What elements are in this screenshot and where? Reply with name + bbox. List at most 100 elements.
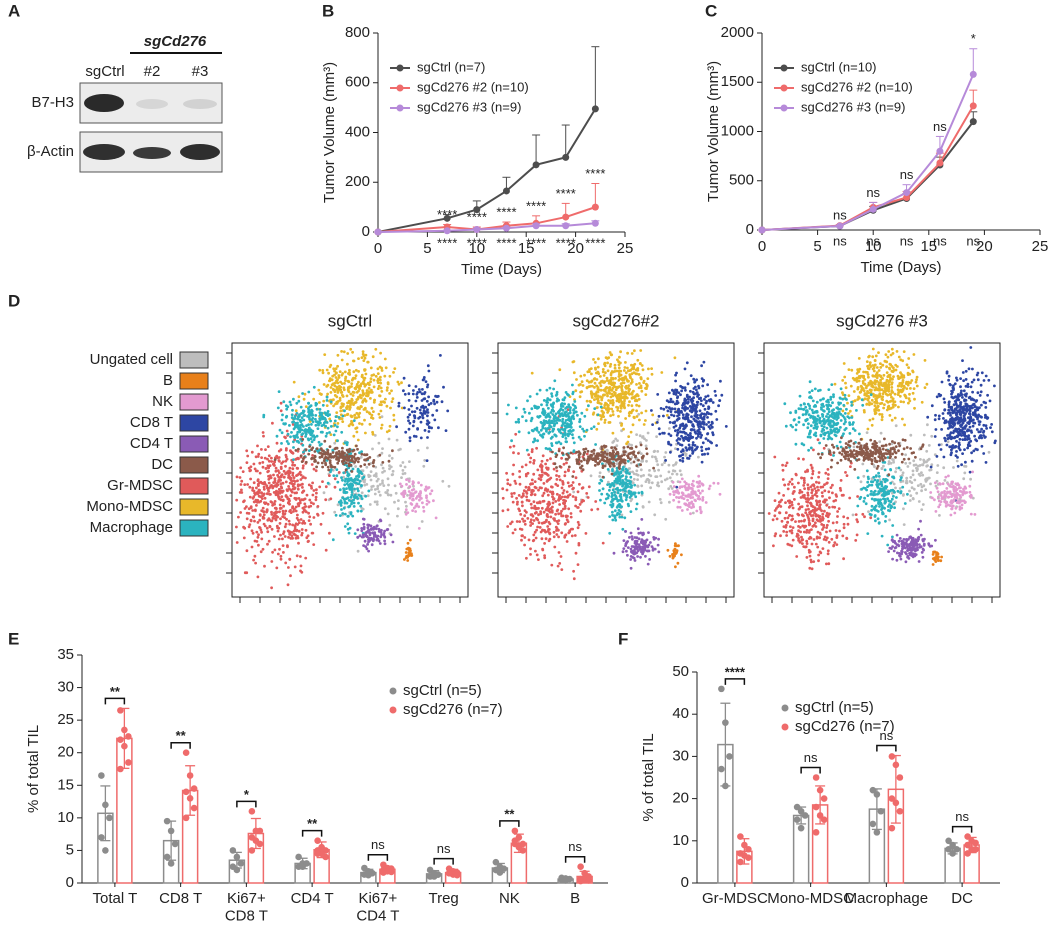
tsne-dot [297,395,301,399]
significance-bracket [724,678,746,685]
y-tick-label: 15 [57,776,74,793]
tsne-dot [629,475,633,479]
tsne-dot [381,466,385,470]
tsne-dot [711,421,714,425]
tsne-dot [341,393,344,397]
tsne-dot [523,536,527,539]
tsne-dot [539,510,542,514]
tsne-dot [350,385,353,388]
tsne-dot [267,469,270,473]
tsne-dot [386,512,390,516]
tsne-dot [680,389,683,393]
tsne-dot [708,484,712,488]
tsne-dot [527,487,531,491]
tsne-dot [696,416,700,420]
data-point [102,801,109,809]
tsne-dot [279,409,283,413]
tsne-dot [610,407,614,411]
y-tick-label: 30 [672,747,689,764]
tsne-dot [574,389,578,393]
tsne-dot [284,404,288,408]
tsne-dot [333,419,337,423]
tsne-dot [308,445,311,448]
tsne-dot [695,420,699,424]
tsne-dot [314,414,318,417]
tsne-dot [701,379,705,383]
tsne-dot [276,552,280,556]
tsne-dot [287,535,290,539]
tsne-dot [535,392,539,396]
tsne-dot [346,479,350,483]
tsne-dot [401,461,405,464]
tsne-dot [358,422,361,425]
tsne-dot [533,437,536,441]
tsne-dot [342,475,345,479]
tsne-dot [277,537,281,541]
tsne-dot [347,505,350,509]
tsne-dot [432,399,436,403]
tsne-dot [358,479,362,483]
tsne-dot [350,488,354,492]
tsne-dot [678,480,682,484]
tsne-dot [681,413,685,417]
legend-label: sgCtrl (n=5) [795,699,874,716]
tsne-dot [247,525,251,529]
tsne-dot [336,439,339,443]
tsne-dot [256,521,260,524]
tsne-dot [574,498,578,502]
tsne-dot [513,528,517,531]
x-tick-label: 20 [976,238,993,255]
tsne-dot [529,502,533,506]
tsne-dot [619,392,622,396]
tsne-dot [686,397,690,401]
tsne-dot [357,474,360,477]
tsne-dot [378,416,382,419]
tsne-dot [324,413,328,416]
tsne-dot [426,411,430,414]
tsne-dot [624,530,627,533]
tsne-dot [542,432,546,436]
tsne-dot [624,483,628,487]
tsne-dot [624,361,627,364]
tsne-dot [257,500,261,504]
tsne-dot [434,394,437,398]
tsne-dot [360,507,364,510]
tsne-dot [563,411,567,414]
tsne-dot [637,451,640,455]
tsne-dot [354,465,357,468]
tsne-dot [281,515,285,518]
legend-swatch [179,372,209,390]
tsne-dot [530,450,534,454]
tsne-dot [619,461,622,465]
tsne-dot [563,502,566,506]
tsne-dot [692,387,696,390]
point [532,222,540,230]
tsne-dot [680,450,683,453]
tsne-dot [363,407,367,411]
tsne-dot [271,516,275,520]
tsne-dot [313,450,317,453]
tsne-dot [644,386,647,390]
tsne-dot [284,459,288,463]
tsne-dot [381,481,384,485]
tsne-dot [705,411,709,414]
data-point [453,871,461,879]
tsne-dot [559,497,562,500]
tsne-dot [333,477,337,481]
tsne-dot [350,470,354,473]
legend-marker [389,706,397,714]
tsne-dot [256,575,260,579]
tsne-dot [580,459,583,463]
tsne-dot [632,450,636,454]
tsne-dot [626,540,629,543]
tsne-dot [630,378,634,382]
tsne-dot [676,561,680,565]
tsne-dot [341,496,344,500]
tsne-dot [558,494,562,497]
tsne-dot [611,386,615,390]
tsne-dot [652,466,655,470]
tsne-dot [386,386,389,390]
tsne-dot [671,400,675,404]
tsne-dot [357,380,360,384]
tsne-dot [606,449,609,453]
